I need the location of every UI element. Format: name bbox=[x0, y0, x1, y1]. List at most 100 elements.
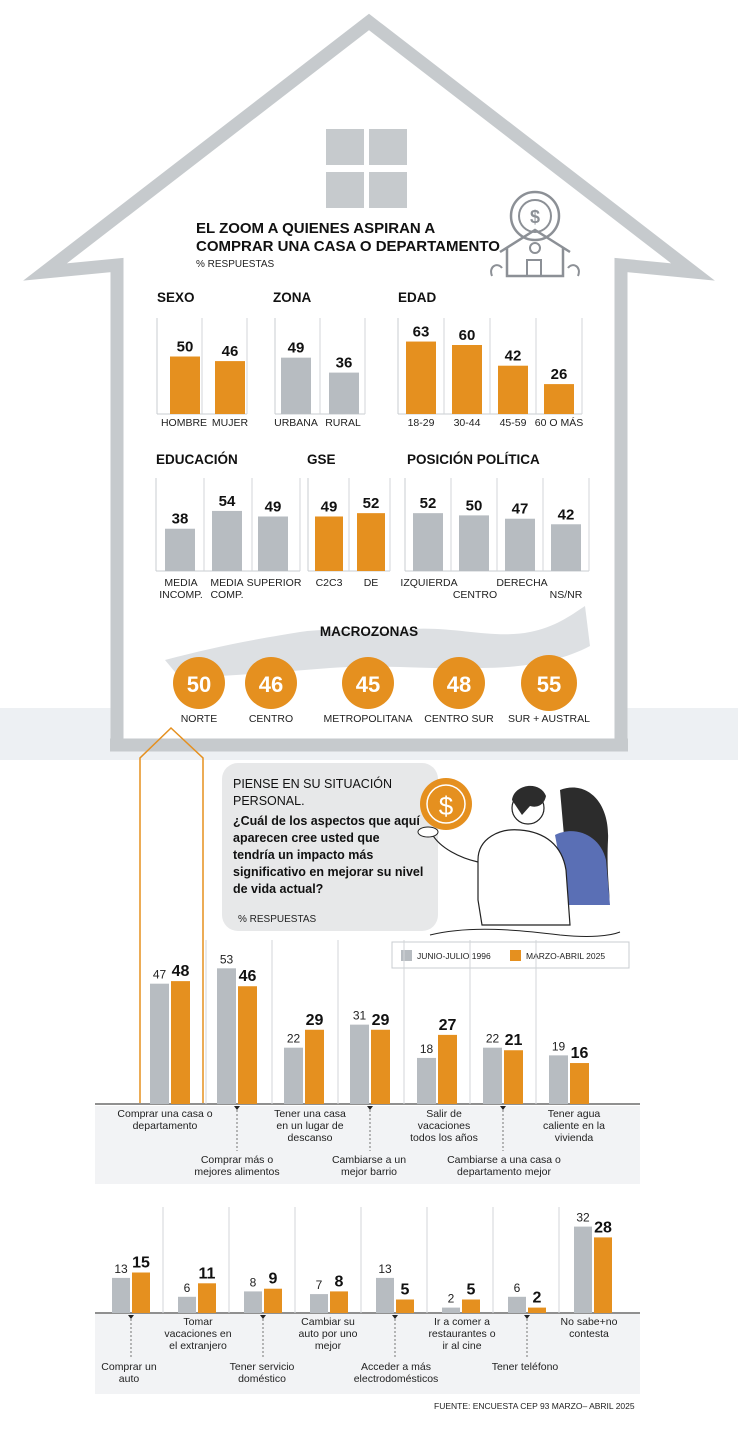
bar-1996-2-4 bbox=[310, 1294, 328, 1313]
bar-1996-1-3 bbox=[284, 1047, 303, 1104]
value-2025-2-7: 2 bbox=[533, 1290, 542, 1307]
value-label-zona-1: 49 bbox=[288, 340, 305, 357]
category-label-mujer: MUJER bbox=[212, 417, 249, 429]
value-1996-1-3: 22 bbox=[287, 1032, 301, 1046]
value-2025-2-8: 28 bbox=[594, 1219, 612, 1236]
macrozona-circle-5 bbox=[521, 655, 577, 711]
row1-category-label-5: Salir de bbox=[426, 1108, 462, 1120]
value-1996-1-5: 18 bbox=[420, 1042, 434, 1056]
question-subtitle: % RESPUESTAS bbox=[238, 914, 317, 925]
legend-swatch-2025 bbox=[510, 950, 521, 961]
row2-category-label-1: auto bbox=[119, 1373, 140, 1385]
bar-educacion-2 bbox=[212, 510, 242, 571]
row1-category-label-3: descanso bbox=[288, 1132, 333, 1144]
bar-gse-1 bbox=[315, 516, 343, 571]
row2-category-label-4: auto por uno bbox=[299, 1328, 358, 1340]
bar-2025-1-4 bbox=[371, 1029, 390, 1104]
bar-2025-1-6 bbox=[504, 1050, 523, 1104]
bar-2025-2-2 bbox=[198, 1283, 216, 1313]
panel-posicion: POSICIÓN POLÍTICA 52 50 47 42 IZQUIERDACENTRO… bbox=[400, 452, 590, 601]
panel-sexo: SEXO 50 46 HOMBRE MUJER bbox=[156, 290, 249, 429]
coin-dollar-glyph: $ bbox=[439, 791, 454, 821]
panel-edad: EDAD 63 60 42 26 18-29 30-44 45-59 60 O MÁS bbox=[397, 290, 583, 429]
window-pane-3 bbox=[326, 172, 364, 208]
macrozona-circle-2 bbox=[245, 657, 297, 709]
leader-pointer-icon bbox=[392, 1315, 398, 1319]
category-label-edad-1: 18-29 bbox=[408, 417, 435, 429]
man-hand-icon bbox=[417, 826, 439, 838]
value-2025-2-3: 9 bbox=[269, 1271, 278, 1288]
floor-line-icon bbox=[429, 928, 621, 937]
bar-2025-2-3 bbox=[264, 1288, 282, 1313]
panel-zona: ZONA 49 36 URBANA RURAL bbox=[273, 290, 366, 429]
category-label-urbana: URBANA bbox=[274, 417, 318, 429]
value-label-gse-2: 52 bbox=[363, 495, 380, 512]
icon-coin-ring bbox=[509, 190, 561, 242]
value-1996-1-6: 22 bbox=[486, 1032, 500, 1046]
category-label-edad-3: 45-59 bbox=[500, 417, 527, 429]
category-label-rural: RURAL bbox=[325, 417, 361, 429]
category-label-centro-pol: CENTRO bbox=[453, 589, 497, 601]
value-1996-2-4: 7 bbox=[316, 1278, 323, 1292]
row1-category-label-7: Tener agua bbox=[548, 1108, 601, 1120]
value-2025-1-4: 29 bbox=[372, 1012, 390, 1029]
comparison-row-1: 47 48 53 46 22 29 31 29 18 27 22 21 19 16 bbox=[95, 726, 640, 1105]
panel-title-edad: EDAD bbox=[398, 290, 437, 305]
question-line-3: tendría un impacto más bbox=[233, 848, 374, 862]
bar-1996-1-6 bbox=[483, 1047, 502, 1104]
house-outline bbox=[23, 13, 715, 745]
category-label-nsnr: NS/NR bbox=[550, 589, 583, 601]
value-label-zona-2: 36 bbox=[336, 355, 353, 372]
bar-2025-2-6 bbox=[462, 1299, 480, 1313]
macrozona-label-4: CENTRO SUR bbox=[424, 713, 494, 725]
bar-1996-2-5 bbox=[376, 1277, 394, 1313]
bar-zona-2 bbox=[329, 372, 359, 414]
question-intro-line-1: PIENSE EN SU SITUACIÓN bbox=[233, 777, 393, 791]
bar-1996-1-7 bbox=[549, 1055, 568, 1104]
category-label-media-incomp-2: INCOMP. bbox=[159, 589, 203, 601]
bar-posicion-2 bbox=[459, 515, 489, 571]
icon-dollar-glyph: $ bbox=[530, 207, 540, 227]
value-1996-2-8: 32 bbox=[576, 1211, 590, 1225]
macrozona-circle-3 bbox=[342, 657, 394, 709]
question-line-4: significativo en mejorar su nivel bbox=[233, 865, 424, 879]
row2-category-label-5: electrodomésticos bbox=[354, 1373, 439, 1385]
value-label-edad-4: 26 bbox=[551, 366, 568, 383]
question-intro: PIENSE EN SU SITUACIÓN PERSONAL. bbox=[233, 776, 392, 810]
value-label-sexo-2: 46 bbox=[222, 343, 239, 360]
chart-title-line-2: COMPRAR UNA CASA O DEPARTAMENTO bbox=[196, 238, 500, 255]
macrozona-value-1: 50 bbox=[187, 672, 211, 697]
value-1996-1-2: 53 bbox=[220, 952, 234, 966]
row1-category-label-4: Cambiarse a un bbox=[332, 1154, 406, 1166]
value-1996-2-6: 2 bbox=[448, 1292, 455, 1306]
panel-title-gse: GSE bbox=[307, 452, 336, 467]
row2-category-label-3: Tener servicio bbox=[230, 1361, 295, 1373]
row2-category-label-3: doméstico bbox=[238, 1373, 286, 1385]
row1-category-label-5: vacaciones bbox=[418, 1120, 471, 1132]
window-pane-2 bbox=[369, 129, 407, 165]
legend: JUNIO-JULIO 1996 MARZO-ABRIL 2025 bbox=[391, 941, 630, 969]
row1-category-label-7: vivienda bbox=[555, 1132, 594, 1144]
row1-label-band bbox=[95, 1106, 640, 1184]
row2-category-label-6: restaurantes o bbox=[428, 1328, 495, 1340]
row1-category-label-1: departamento bbox=[133, 1120, 198, 1132]
bar-1996-2-2 bbox=[178, 1296, 196, 1313]
value-label-educacion-1: 38 bbox=[172, 511, 189, 528]
window-pane-4 bbox=[369, 172, 407, 208]
bar-1996-2-8 bbox=[574, 1226, 592, 1313]
category-label-edad-4: 60 O MÁS bbox=[535, 416, 583, 429]
row2-category-label-4: mejor bbox=[315, 1340, 342, 1352]
value-label-edad-3: 42 bbox=[505, 348, 522, 365]
value-label-posicion-1: 52 bbox=[420, 495, 437, 512]
value-label-edad-2: 60 bbox=[459, 327, 476, 344]
leader-pointer-icon bbox=[260, 1315, 266, 1319]
value-label-edad-1: 63 bbox=[413, 324, 430, 341]
bar-2025-2-4 bbox=[330, 1291, 348, 1313]
house-with-dollar-coin-icon: $ bbox=[490, 190, 580, 278]
bar-zona-1 bbox=[281, 357, 311, 414]
chart-title: EL ZOOM A QUIENES ASPIRAN A COMPRAR UNA … bbox=[196, 220, 500, 256]
row2-category-label-8: contesta bbox=[569, 1328, 609, 1340]
bar-1996-1-1 bbox=[150, 983, 169, 1104]
